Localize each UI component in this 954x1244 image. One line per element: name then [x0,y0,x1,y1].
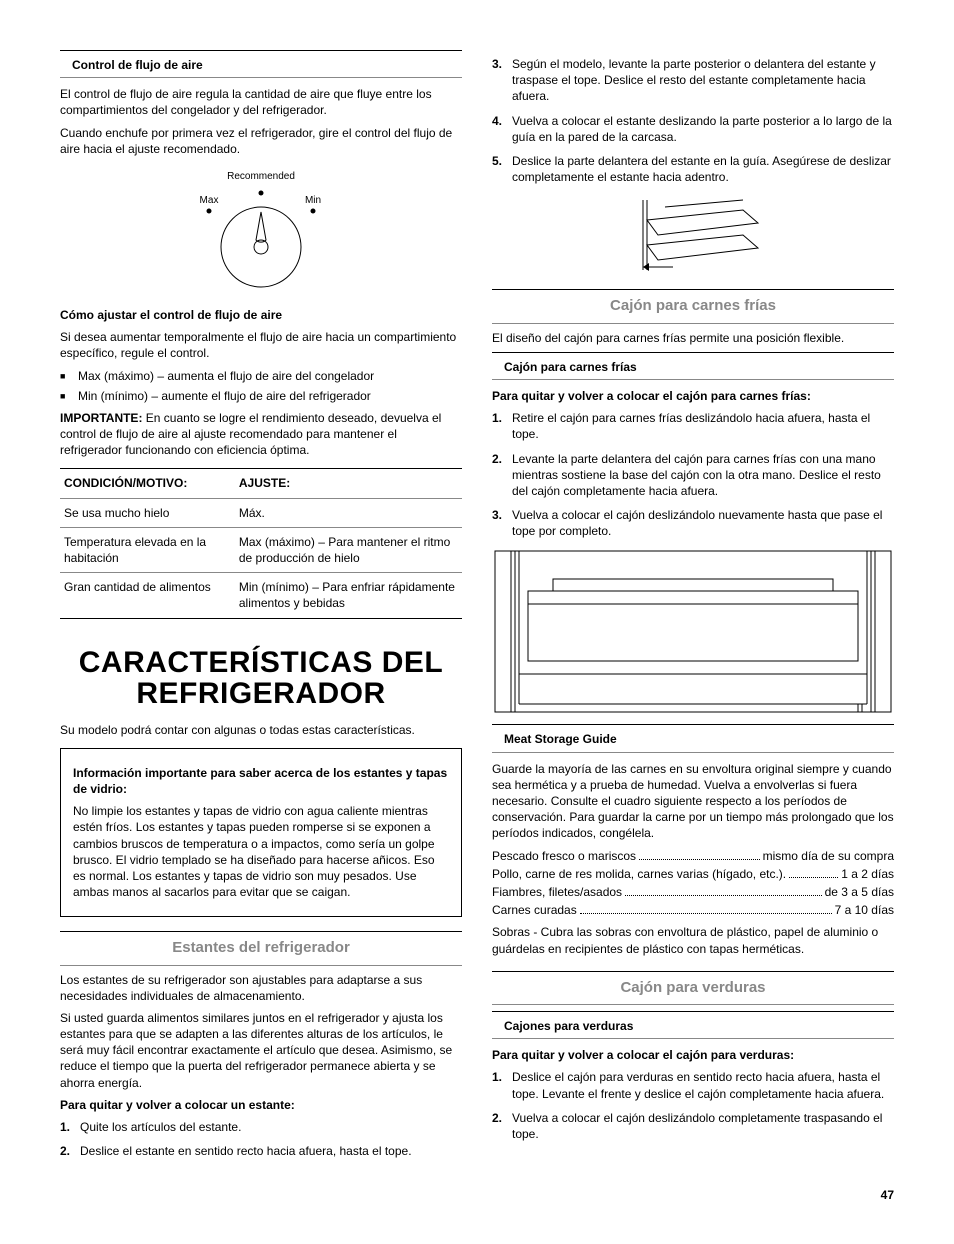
dial-max-label: Max [200,195,219,206]
veg-subheading: Cajones para verduras [492,1014,894,1038]
features-intro: Su modelo podrá contar con algunas o tod… [60,722,462,738]
drawer-figure [492,549,894,714]
shelves-p1: Los estantes de su refrigerador son ajus… [60,972,462,1004]
airflow-p2: Cuando enchufe por primera vez el refrig… [60,125,462,157]
importante-para: IMPORTANTE: En cuanto se logre el rendim… [60,410,462,459]
list-item: 1.Quite los artículos del estante. [60,1119,462,1135]
list-item: 4.Vuelva a colocar el estante deslizando… [492,113,894,145]
meat-subheading: Cajón para carnes frías [492,355,894,379]
storage-row: Carnes curadas7 a 10 días [492,902,894,918]
dial-min-label: Min [305,195,321,206]
table-h1: CONDICIÓN/MOTIVO: [60,469,235,498]
airflow-heading: Control de flujo de aire [60,53,462,77]
msg-leftovers: Sobras - Cubra las sobras con envoltura … [492,924,894,956]
storage-row: Pescado fresco o mariscosmismo día de su… [492,848,894,864]
list-item: 1.Deslice el cajón para verduras en sent… [492,1069,894,1101]
veg-section-heading: Cajón para verduras [492,971,894,1005]
list-item: 1.Retire el cajón para carnes frías desl… [492,410,894,442]
table-row: Temperatura elevada en la habitaciónMax … [60,527,462,572]
importante-label: IMPORTANTE: [60,411,142,425]
storage-row: Pollo, carne de res molida, carnes varia… [492,866,894,882]
shelf-figure [492,195,894,275]
conditions-table: CONDICIÓN/MOTIVO: AJUSTE: Se usa mucho h… [60,468,462,618]
list-item: 3.Según el modelo, levante la parte post… [492,56,894,105]
adjust-p1: Si desea aumentar temporalmente el flujo… [60,329,462,361]
box-heading: Información importante para saber acerca… [73,765,449,797]
airflow-p1: El control de flujo de aire regula la ca… [60,86,462,118]
table-row: Gran cantidad de alimentosMin (mínimo) –… [60,573,462,618]
shelves-p2: Si usted guarda alimentos similares junt… [60,1010,462,1091]
shelves-steps-heading: Para quitar y volver a colocar un estant… [60,1097,462,1113]
adjust-heading: Cómo ajustar el control de flujo de aire [60,307,462,323]
warning-box: Información importante para saber acerca… [60,748,462,918]
page-number: 47 [60,1187,894,1203]
storage-row: Fiambres, filetes/asadosde 3 a 5 días [492,884,894,900]
dial-recommended-label: Recommended [227,171,295,182]
msg-heading: Meat Storage Guide [492,727,894,751]
dial-figure: Recommended Max Min [60,167,462,297]
meat-steps-heading: Para quitar y volver a colocar el cajón … [492,388,894,404]
table-row: Se usa mucho hieloMáx. [60,498,462,527]
list-item: 3.Vuelva a colocar el cajón deslizándolo… [492,507,894,539]
box-body: No limpie los estantes y tapas de vidrio… [73,803,449,900]
list-item: 2.Vuelva a colocar el cajón deslizándolo… [492,1110,894,1142]
adjust-bullet-min: Min (mínimo) – aumente el flujo de aire … [60,388,462,404]
table-h2: AJUSTE: [235,469,462,498]
adjust-bullet-max: Max (máximo) – aumenta el flujo de aire … [60,368,462,384]
list-item: 2.Levante la parte delantera del cajón p… [492,451,894,500]
meat-intro: El diseño del cajón para carnes frías pe… [492,330,894,346]
meat-section-heading: Cajón para carnes frías [492,289,894,323]
list-item: 5.Deslice la parte delantera del estante… [492,153,894,185]
main-title: CARACTERÍSTICAS DEL REFRIGERADOR [60,647,462,710]
veg-steps-heading: Para quitar y volver a colocar el cajón … [492,1047,894,1063]
shelves-heading: Estantes del refrigerador [60,931,462,965]
list-item: 2.Deslice el estante en sentido recto ha… [60,1143,462,1159]
msg-p1: Guarde la mayoría de las carnes en su en… [492,761,894,842]
